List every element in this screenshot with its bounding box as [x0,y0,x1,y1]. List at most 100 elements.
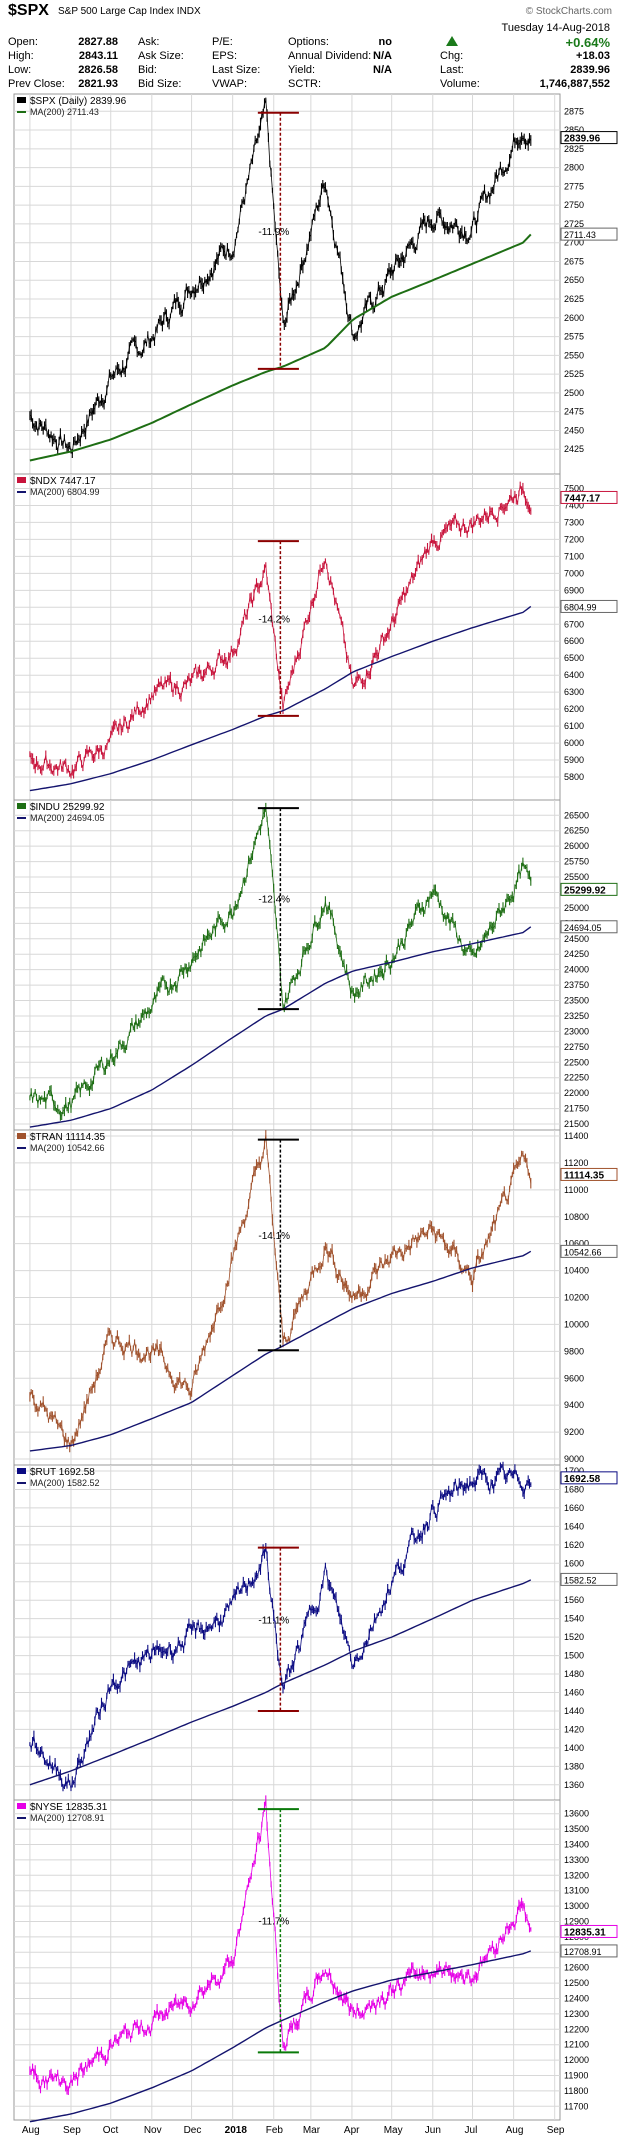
panel-frame-nyse [13,1799,561,2121]
y-tick-label: 1700 [564,1466,584,1476]
y-tick-label: 12400 [564,1994,589,2004]
y-tick-label: 2650 [564,275,584,285]
pct-change: +0.64% [565,35,610,50]
y-tick-label: 2775 [564,181,584,191]
y-tick-label: 2550 [564,350,584,360]
y-tick-label: 2800 [564,163,584,173]
pe-label: P/E: [212,36,233,48]
y-tick-label: 24500 [564,934,589,944]
price-line-spx [29,98,532,455]
open-label: Open: [8,36,38,48]
y-tick-label: 25000 [564,903,589,913]
ma-price-tag: 6804.99 [564,602,597,612]
y-tick-label: 21750 [564,1104,589,1114]
ma-price-tag: 12708.91 [564,1947,602,1957]
ma-price-tag-box [560,1244,618,1258]
drawdown-label: -14.1% [258,1231,290,1242]
y-tick-label: 12000 [564,2055,589,2065]
ma-price-tag: 24694.05 [564,923,602,933]
y-tick-label: 9400 [564,1400,584,1410]
drawdown-label: -11.7% [258,1917,289,1928]
last-price-tag-box [560,131,618,145]
ma-price-tag: 1582.52 [564,1575,597,1585]
y-tick-label: 1560 [564,1595,584,1605]
y-tick-label: 12200 [564,2024,589,2034]
legend-price: $INDU 25299.92 [30,802,105,813]
yield-label: Yield: [288,64,316,76]
y-tick-label: 13300 [564,1855,589,1865]
y-tick-label: 1680 [564,1484,584,1494]
y-tick-label: 7200 [564,534,584,544]
ma-line-indu [29,926,532,1128]
y-tick-label: 6200 [564,704,584,714]
y-tick-label: 24000 [564,965,589,975]
y-tick-label: 23000 [564,1026,589,1036]
y-tick-label: 2525 [564,369,584,379]
low-value: 2826.58 [78,64,118,76]
y-tick-label: 26000 [564,841,589,851]
chg-value: +18.03 [576,50,610,62]
watermark[interactable]: © StockCharts.com [525,6,612,17]
legend-swatch-price [17,97,26,103]
symbol-description: S&P 500 Large Cap Index INDX [58,6,201,17]
y-tick-label: 2675 [564,256,584,266]
legend-swatch-price [17,1468,26,1474]
y-tick-label: 2625 [564,294,584,304]
y-tick-label: 9800 [564,1346,584,1356]
y-tick-label: 11900 [564,2071,588,2081]
ma-line-spx [29,233,532,462]
options-value: no [378,36,392,48]
last-price-tag: 11114.35 [564,1170,604,1181]
last-price-tag-box [560,1167,618,1181]
last-price-tag: 12835.31 [564,1927,606,1938]
y-tick-label: 1640 [564,1521,584,1531]
y-tick-label: 1400 [564,1743,584,1753]
y-tick-label: 26250 [564,826,589,836]
y-tick-label: 6700 [564,619,584,629]
y-tick-label: 5900 [564,755,584,765]
bid-size-label: Bid Size: [138,78,182,90]
y-tick-label: 25750 [564,857,589,867]
drawdown-label: -11.1% [258,1615,289,1626]
y-tick-label: 1540 [564,1614,584,1624]
y-tick-label: 7000 [564,568,584,578]
y-tick-label: 6400 [564,670,584,680]
dividend-value: N/A [373,50,392,62]
y-tick-label: 22000 [564,1088,589,1098]
yield-value: N/A [373,64,392,76]
last-label: Last: [440,64,464,76]
y-tick-label: 13500 [564,1824,589,1834]
y-tick-label: 2875 [564,106,584,116]
y-tick-label: 5800 [564,772,584,782]
y-tick-label: 10400 [564,1266,589,1276]
y-tick-label: 7100 [564,551,584,561]
open-value: 2827.88 [78,36,118,48]
legend-price: $NYSE 12835.31 [30,1802,108,1813]
y-tick-label: 13600 [564,1809,589,1819]
y-tick-label: 23250 [564,1011,589,1021]
y-tick-label: 1460 [564,1687,584,1697]
y-tick-label: 2750 [564,200,584,210]
y-tick-label: 12100 [564,2040,589,2050]
ma-price-tag-box [560,1944,618,1958]
y-tick-label: 1440 [564,1706,584,1716]
y-tick-label: 9000 [564,1454,584,1464]
y-tick-label: 12300 [564,2009,589,2019]
y-tick-label: 6600 [564,636,584,646]
y-tick-label: 13400 [564,1840,589,1850]
x-tick-label: Aug [506,2125,524,2136]
y-tick-label: 24250 [564,949,589,959]
y-tick-label: 10800 [564,1212,589,1222]
ma-price-tag: 2711.43 [564,230,596,240]
y-tick-label: 23750 [564,980,589,990]
low-label: Low: [8,64,32,76]
y-tick-label: 11000 [564,1185,588,1195]
legend-ma: MA(200) 12708.91 [30,1813,105,1823]
y-tick-label: 10600 [564,1239,589,1249]
drawdown-label: -12.4% [258,895,290,906]
y-tick-label: 11700 [564,2101,588,2111]
symbol-title: $SPX [8,2,49,19]
last-price-tag: 25299.92 [564,885,606,896]
y-tick-label: 9600 [564,1373,584,1383]
